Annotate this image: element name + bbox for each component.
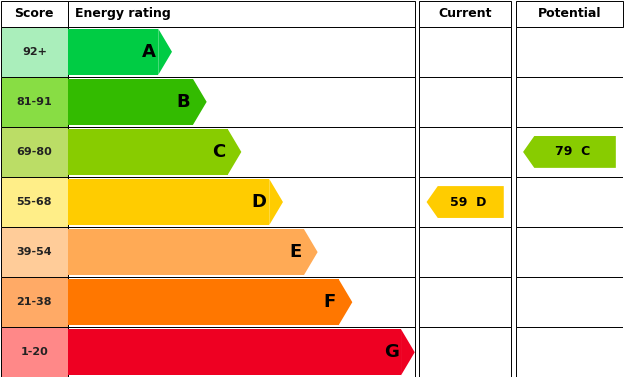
Bar — [1, 127, 68, 177]
Bar — [1, 327, 68, 377]
Polygon shape — [401, 329, 415, 375]
Text: Energy rating: Energy rating — [76, 7, 171, 20]
Bar — [419, 27, 511, 77]
Text: 55-68: 55-68 — [17, 197, 52, 207]
Text: 81-91: 81-91 — [16, 97, 52, 107]
Bar — [68, 279, 339, 325]
Bar — [515, 327, 623, 377]
Bar — [515, 277, 623, 327]
Bar — [68, 327, 415, 377]
Text: Score: Score — [14, 7, 54, 20]
Bar — [515, 227, 623, 277]
Bar — [515, 1, 623, 27]
Polygon shape — [269, 179, 283, 225]
Text: Current: Current — [439, 7, 492, 20]
Polygon shape — [158, 29, 172, 75]
Bar — [515, 127, 623, 177]
Bar — [419, 227, 511, 277]
Text: 59  D: 59 D — [451, 195, 487, 209]
Bar — [419, 77, 511, 127]
Text: A: A — [142, 43, 156, 61]
Text: 1-20: 1-20 — [21, 347, 48, 357]
Bar — [68, 227, 415, 277]
Bar — [419, 127, 511, 177]
Polygon shape — [228, 129, 241, 175]
Polygon shape — [304, 229, 318, 275]
Text: E: E — [289, 243, 301, 261]
Text: G: G — [384, 343, 399, 361]
Bar — [515, 27, 623, 77]
Bar — [419, 177, 511, 227]
Bar — [1, 227, 68, 277]
Bar — [1, 177, 68, 227]
Bar — [1, 227, 68, 277]
Bar — [68, 229, 304, 275]
Bar — [68, 29, 158, 75]
Polygon shape — [193, 79, 207, 125]
Bar — [1, 127, 68, 177]
Bar — [68, 129, 228, 175]
Bar — [68, 1, 415, 27]
Polygon shape — [339, 279, 353, 325]
Bar — [68, 177, 415, 227]
Text: F: F — [324, 293, 336, 311]
Bar — [419, 1, 511, 27]
Polygon shape — [523, 136, 616, 168]
Text: Potential: Potential — [538, 7, 601, 20]
Text: 92+: 92+ — [22, 47, 47, 57]
Bar — [68, 277, 415, 327]
Bar — [1, 77, 68, 127]
Text: 79  C: 79 C — [555, 146, 590, 158]
Text: 69-80: 69-80 — [16, 147, 52, 157]
Bar — [1, 77, 68, 127]
Bar — [68, 79, 193, 125]
Bar — [68, 77, 415, 127]
Bar — [68, 329, 401, 375]
Bar — [1, 277, 68, 327]
Text: B: B — [177, 93, 190, 111]
Bar — [1, 27, 68, 77]
Text: D: D — [251, 193, 267, 211]
Bar — [68, 127, 415, 177]
Bar — [515, 77, 623, 127]
Bar — [1, 327, 68, 377]
Bar — [1, 177, 68, 227]
Text: 21-38: 21-38 — [17, 297, 52, 307]
Text: 39-54: 39-54 — [16, 247, 52, 257]
Bar — [1, 1, 68, 27]
Polygon shape — [427, 186, 504, 218]
Bar — [1, 27, 68, 77]
Bar — [419, 327, 511, 377]
Bar — [419, 277, 511, 327]
Bar — [68, 27, 415, 77]
Bar — [515, 177, 623, 227]
Text: C: C — [212, 143, 225, 161]
Bar — [68, 179, 269, 225]
Bar — [1, 277, 68, 327]
